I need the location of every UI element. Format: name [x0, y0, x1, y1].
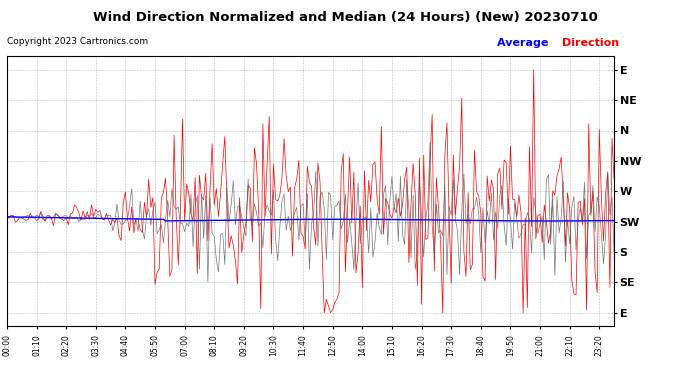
Text: Average: Average	[497, 38, 552, 48]
Text: Direction: Direction	[562, 38, 620, 48]
Text: Copyright 2023 Cartronics.com: Copyright 2023 Cartronics.com	[7, 38, 148, 46]
Text: Wind Direction Normalized and Median (24 Hours) (New) 20230710: Wind Direction Normalized and Median (24…	[92, 11, 598, 24]
